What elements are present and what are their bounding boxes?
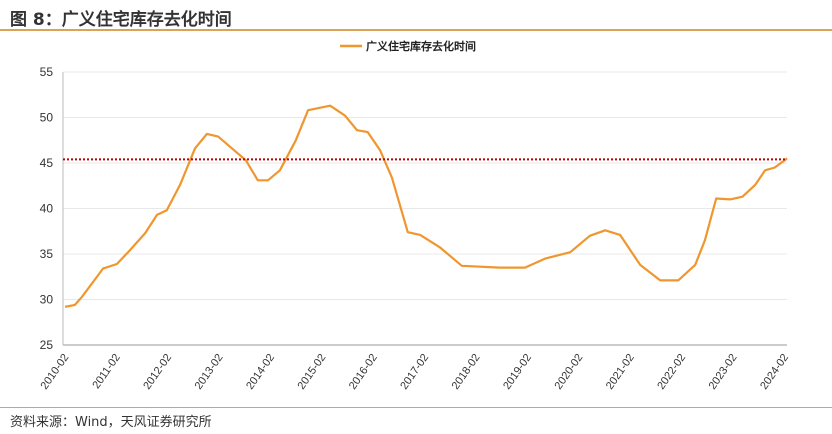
y-tick-label: 25 [40,338,54,352]
x-tick-label: 2012-02 [141,352,174,392]
x-tick-label: 2022-02 [655,352,688,392]
x-tick-label: 2024-02 [758,352,791,392]
footer-divider [0,407,832,408]
x-tick-label: 2016-02 [347,352,380,392]
x-tick-label: 2023-02 [707,352,740,392]
x-tick-label: 2017-02 [398,352,431,392]
y-tick-label: 45 [40,156,54,170]
y-tick-label: 55 [40,65,54,79]
x-tick-label: 2018-02 [450,352,483,392]
x-tick-label: 2021-02 [604,352,637,392]
x-tick-label: 2019-02 [501,352,534,392]
source-note: 资料来源：Wind，天风证券研究所 [10,415,212,430]
legend-label: 广义住宅库存去化时间 [366,39,476,53]
y-tick-label: 50 [40,111,54,125]
series-line [64,104,788,308]
y-tick-label: 35 [40,247,54,261]
x-tick-label: 2010-02 [38,352,71,392]
y-tick-label: 40 [40,202,54,216]
x-tick-label: 2011-02 [90,352,123,391]
x-tick-label: 2014-02 [244,352,277,392]
figure-title: 图 8：广义住宅库存去化时间 [10,10,232,30]
x-tick-label: 2013-02 [193,352,226,392]
title-divider [0,29,832,31]
y-tick-label: 30 [40,293,54,307]
x-tick-label: 2020-02 [552,352,585,392]
x-tick-label: 2015-02 [295,352,328,392]
